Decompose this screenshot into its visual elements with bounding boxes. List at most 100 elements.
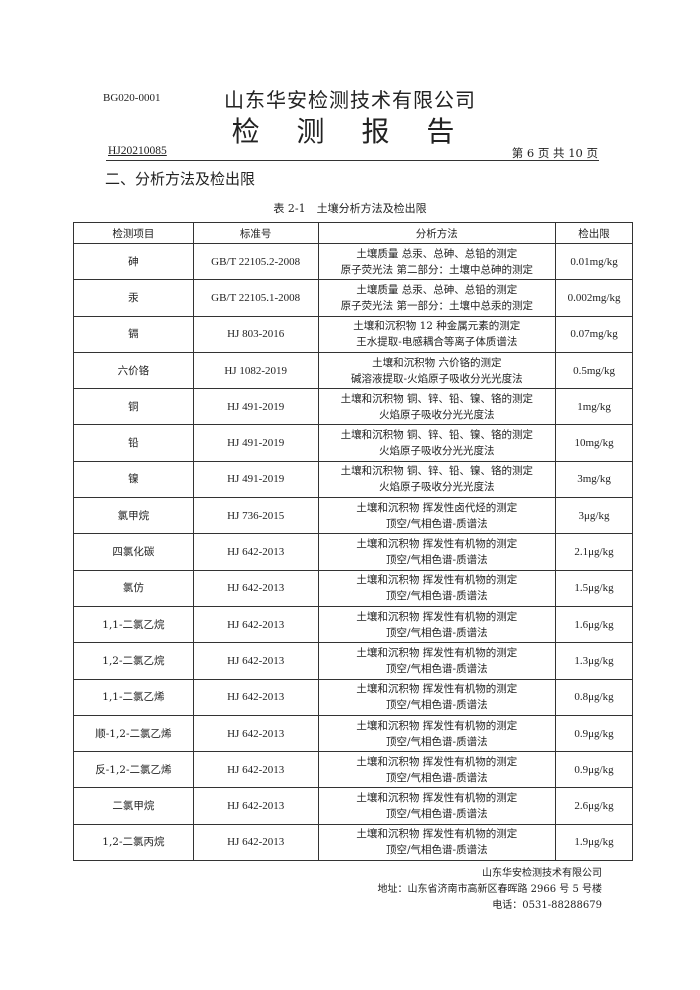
section-title: 二、分析方法及检出限 (105, 170, 256, 188)
standard-cell: HJ 642-2013 (192, 569, 319, 607)
method-line-1: 土壤和沉积物 铜、锌、铅、镍、铬的测定 (340, 392, 533, 405)
report-title: 检 测 报 告 (231, 115, 469, 148)
method-line-2: 顶空/气相色谱-质谱法 (386, 844, 488, 857)
limit-cell: 1.3μg/kg (555, 642, 633, 680)
method-line-1: 土壤和沉积物 12 种金属元素的测定 (353, 320, 521, 333)
method-line-2: 原子荧光法 第二部分：土壤中总砷的测定 (340, 263, 533, 276)
method-line-1: 土壤和沉积物 挥发性有机物的测定 (356, 683, 518, 696)
method-cell: 土壤和沉积物 挥发性有机物的测定 顶空/气相色谱-质谱法 (317, 678, 557, 716)
method-cell: 土壤质量 总汞、总砷、总铅的测定原子荧光法 第一部分：土壤中总汞的测定 (317, 279, 557, 317)
table-row: 镍 HJ 491-2019 土壤和沉积物 铜、锌、铅、镍、铬的测定 火焰原子吸收分光光… (73, 460, 633, 499)
table-caption: 表 2-1 土壤分析方法及检出限 (273, 202, 427, 215)
method-line-1: 土壤和沉积物 挥发性卤代烃的测定 (356, 501, 518, 514)
method-line-2: 顶空/气相色谱-质谱法 (386, 808, 488, 821)
item-cell: 汞 (73, 279, 194, 317)
standard-cell: HJ 642-2013 (192, 823, 319, 862)
standard-cell: HJ 642-2013 (192, 714, 319, 753)
item-cell: 二氯甲烷 (73, 787, 194, 825)
table-row: 二氯甲烷 HJ 642-2013 土壤和沉积物 挥发性有机物的测定 顶空/气相色谱-质… (73, 787, 633, 825)
page-info: 第 6 页 共 10 页 (511, 146, 598, 160)
method-line-2: 火焰原子吸收分光光度法 (379, 408, 495, 421)
method-line-1: 土壤和沉积物 挥发性有机物的测定 (356, 538, 518, 551)
method-line-2: 顶空/气相色谱-质谱法 (386, 626, 488, 639)
item-cell: 铜 (73, 388, 194, 426)
table-row: 反-1,2-二氯乙烯 HJ 642-2013 土壤和沉积物 挥发性有机物的测定 顶空/… (73, 751, 633, 789)
method-line-1: 土壤和沉积物 挥发性有机物的测定 (356, 646, 518, 659)
method-line-2: 顶空/气相色谱-质谱法 (386, 517, 488, 530)
limit-cell: 1.9μg/kg (555, 823, 633, 862)
table-row: 铅 HJ 491-2019 土壤和沉积物 铜、锌、铅、镍、铬的测定 火焰原子吸收分光光… (73, 424, 633, 462)
table-row: 1,2-二氯丙烷 HJ 642-2013 土壤和沉积物 挥发性有机物的测定 顶空/气相… (73, 823, 633, 862)
table-row: 1,1-二氯乙烯 HJ 642-2013 土壤和沉积物 挥发性有机物的测定 顶空/气相… (73, 678, 633, 716)
table-row: 镉 HJ 803-2016 土壤和沉积物 12 种金属元素的测定 王水提取-电感耦合等… (73, 315, 633, 353)
method-line-1: 土壤和沉积物 铜、锌、铅、镍、铬的测定 (340, 465, 533, 478)
header-standard: 标准号 (192, 222, 319, 244)
method-line-1: 土壤质量 总汞、总砷、总铅的测定 (356, 283, 518, 296)
limit-cell: 3μg/kg (555, 497, 633, 535)
standard-cell: HJ 491-2019 (192, 424, 319, 462)
item-cell: 六价铬 (73, 351, 194, 390)
standard-cell: HJ 491-2019 (192, 388, 319, 426)
method-line-2: 火焰原子吸收分光光度法 (379, 481, 495, 494)
standard-cell: HJ 642-2013 (192, 751, 319, 789)
limit-cell: 0.9μg/kg (555, 751, 633, 789)
methods-table: 检测项目 标准号 分析方法 检出限 砷 GB/T 22105.2-2008 土壤质量… (73, 222, 633, 862)
standard-cell: GB/T 22105.1-2008 (192, 279, 319, 317)
footer-phone: 电话：0531-88288679 (492, 900, 602, 911)
method-line-1: 土壤质量 总汞、总砷、总铅的测定 (356, 247, 518, 260)
limit-cell: 2.1μg/kg (555, 533, 633, 571)
method-cell: 土壤和沉积物 六价铬的测定 碱溶液提取-火焰原子吸收分光光度法 (317, 351, 557, 390)
standard-cell: HJ 1082-2019 (192, 351, 319, 390)
footer-company: 山东华安检测技术有限公司 (482, 868, 602, 879)
method-line-1: 土壤和沉积物 挥发性有机物的测定 (356, 610, 518, 623)
limit-cell: 0.01mg/kg (555, 242, 633, 281)
item-cell: 1,1-二氯乙烷 (73, 605, 194, 644)
table-row: 铜 HJ 491-2019 土壤和沉积物 铜、锌、铅、镍、铬的测定 火焰原子吸收分光光… (73, 388, 633, 426)
table-row: 四氯化碳 HJ 642-2013 土壤和沉积物 挥发性有机物的测定 顶空/气相色谱-质… (73, 533, 633, 571)
table-row: 氯仿 HJ 642-2013 土壤和沉积物 挥发性有机物的测定 顶空/气相色谱-质谱法… (73, 569, 633, 607)
method-line-2: 顶空/气相色谱-质谱法 (386, 771, 488, 784)
method-line-1: 土壤和沉积物 六价铬的测定 (372, 356, 502, 369)
method-line-1: 土壤和沉积物 挥发性有机物的测定 (356, 755, 518, 768)
item-cell: 四氯化碳 (73, 533, 194, 571)
footer-address: 地址：山东省济南市高新区春晖路 2966 号 5 号楼 (377, 884, 602, 895)
method-line-2: 原子荧光法 第一部分：土壤中总汞的测定 (340, 299, 533, 312)
method-line-2: 王水提取-电感耦合等离子体质谱法 (356, 336, 518, 349)
method-cell: 土壤和沉积物 挥发性有机物的测定 顶空/气相色谱-质谱法 (317, 787, 557, 825)
limit-cell: 1.5μg/kg (555, 569, 633, 607)
method-cell: 土壤和沉积物 铜、锌、铅、镍、铬的测定 火焰原子吸收分光光度法 (317, 460, 557, 499)
standard-cell: HJ 736-2015 (192, 497, 319, 535)
limit-cell: 0.8μg/kg (555, 678, 633, 716)
header-divider (106, 160, 599, 161)
table-row: 顺-1,2-二氯乙烯 HJ 642-2013 土壤和沉积物 挥发性有机物的测定 顶空/… (73, 714, 633, 753)
limit-cell: 0.9μg/kg (555, 714, 633, 753)
report-number: HJ20210085 (108, 145, 167, 157)
limit-cell: 0.002mg/kg (555, 279, 633, 317)
standard-cell: HJ 642-2013 (192, 533, 319, 571)
header-limit: 检出限 (555, 222, 633, 244)
method-line-2: 火焰原子吸收分光光度法 (379, 445, 495, 458)
item-cell: 镉 (73, 315, 194, 353)
method-cell: 土壤和沉积物 挥发性有机物的测定 顶空/气相色谱-质谱法 (317, 714, 557, 753)
method-line-2: 顶空/气相色谱-质谱法 (386, 590, 488, 603)
method-cell: 土壤和沉积物 挥发性有机物的测定 顶空/气相色谱-质谱法 (317, 823, 557, 862)
table-row: 1,1-二氯乙烷 HJ 642-2013 土壤和沉积物 挥发性有机物的测定 顶空/气相… (73, 605, 633, 644)
limit-cell: 1mg/kg (555, 388, 633, 426)
limit-cell: 0.07mg/kg (555, 315, 633, 353)
limit-cell: 1.6μg/kg (555, 605, 633, 644)
method-cell: 土壤和沉积物 挥发性有机物的测定 顶空/气相色谱-质谱法 (317, 569, 557, 607)
method-cell: 土壤和沉积物 铜、锌、铅、镍、铬的测定 火焰原子吸收分光光度法 (317, 424, 557, 462)
method-line-2: 顶空/气相色谱-质谱法 (386, 662, 488, 675)
method-line-1: 土壤和沉积物 铜、锌、铅、镍、铬的测定 (340, 429, 533, 442)
method-cell: 土壤和沉积物 挥发性有机物的测定 顶空/气相色谱-质谱法 (317, 642, 557, 680)
table-row: 1,2-二氯乙烷 HJ 642-2013 土壤和沉积物 挥发性有机物的测定 顶空/气相… (73, 642, 633, 680)
standard-cell: HJ 491-2019 (192, 460, 319, 499)
item-cell: 镍 (73, 460, 194, 499)
method-line-2: 顶空/气相色谱-质谱法 (386, 699, 488, 712)
table-row: 汞 GB/T 22105.1-2008 土壤质量 总汞、总砷、总铅的测定 原子荧光法 … (73, 279, 633, 317)
item-cell: 铅 (73, 424, 194, 462)
table-row: 砷 GB/T 22105.2-2008 土壤质量 总汞、总砷、总铅的测定 原子荧光法 … (73, 242, 633, 281)
method-cell: 土壤和沉积物 挥发性卤代烃的测定 顶空/气相色谱-质谱法 (317, 497, 557, 535)
standard-cell: HJ 642-2013 (192, 787, 319, 825)
